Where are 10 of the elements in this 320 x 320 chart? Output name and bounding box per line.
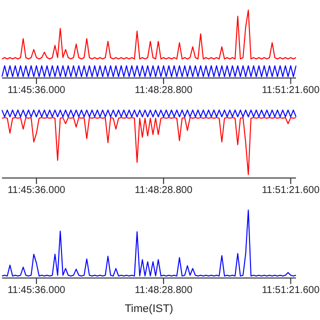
x-tick-label: 11:45:36.000 [8, 285, 66, 296]
x-tick-label: 11:51:21.600 [262, 285, 320, 296]
x-tick-label: 11:48:28.800 [134, 185, 193, 196]
x-tick-label: 11:45:36.000 [8, 85, 66, 96]
x-tick-label: 11:51:21.600 [262, 85, 320, 96]
x-axis-title: Time(IST) [124, 303, 174, 315]
x-tick-label: 11:48:28.800 [134, 85, 193, 96]
x-tick-label: 11:48:28.800 [134, 285, 193, 296]
x-tick-label: 11:45:36.000 [8, 185, 66, 196]
x-tick-label: 11:51:21.600 [262, 185, 320, 196]
